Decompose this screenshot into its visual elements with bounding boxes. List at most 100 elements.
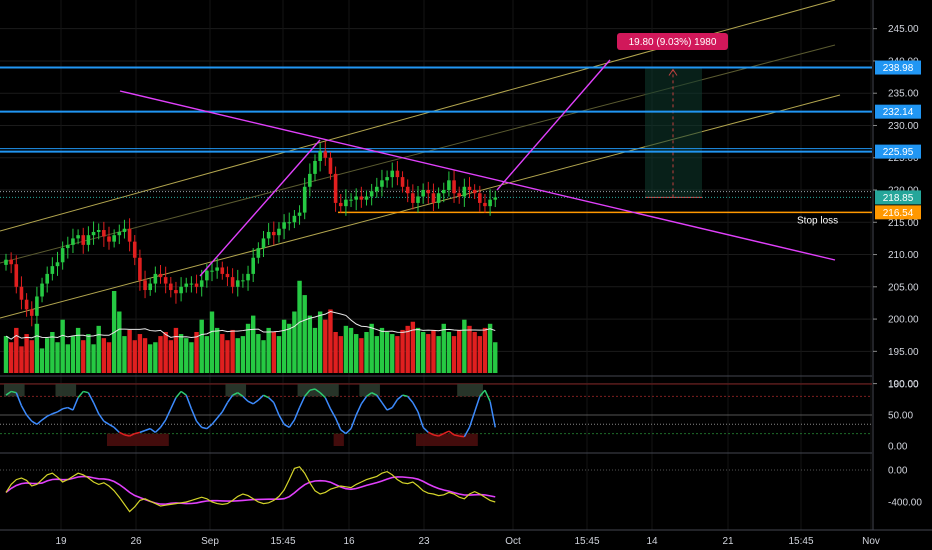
candle-body — [333, 173, 338, 203]
price-tag — [875, 144, 921, 159]
volume-bar — [302, 295, 307, 373]
volume-bar — [446, 332, 452, 373]
candle-body — [313, 160, 317, 174]
volume-bar — [410, 321, 416, 373]
candle-body — [91, 231, 96, 236]
x-tick-label: 16 — [343, 536, 355, 547]
volume-bar — [261, 340, 266, 373]
osc1-line — [154, 426, 162, 433]
candle-body — [179, 286, 183, 294]
volume-bar — [225, 340, 230, 373]
osc1-line — [345, 428, 352, 435]
stop-loss-label: Stop loss — [797, 215, 838, 226]
volume-bar — [400, 329, 405, 373]
candle-body — [174, 290, 178, 294]
osc1-line — [443, 430, 450, 435]
y-tick-label: 190.00 — [888, 379, 919, 390]
candle-body — [86, 235, 91, 245]
osc1-line — [144, 427, 151, 432]
osc1-line — [298, 396, 306, 408]
price-tag-label: 225.95 — [883, 147, 914, 158]
volume-bar — [451, 336, 457, 373]
osc1-line — [489, 401, 496, 428]
candle-body — [163, 277, 168, 284]
price-tag — [875, 104, 921, 119]
volume-bar — [163, 332, 168, 373]
overbought-zone — [55, 384, 77, 397]
osc1-tick-label: 100.00 — [888, 380, 919, 391]
osc1-line — [242, 395, 249, 402]
osc1-line — [427, 431, 434, 436]
volume-bar — [178, 334, 184, 373]
candle-body — [421, 190, 425, 197]
volume-bar — [60, 319, 65, 373]
candle-body — [338, 202, 343, 207]
osc1-line — [129, 432, 136, 437]
candle-body — [251, 257, 255, 274]
candle-body — [261, 238, 266, 249]
overbought-zone — [225, 384, 247, 397]
candle-body — [328, 157, 333, 174]
candle-body — [472, 190, 477, 194]
candle-body — [282, 222, 286, 229]
osc1-line — [72, 397, 79, 411]
osc1-line — [226, 394, 234, 404]
osc1-line — [46, 413, 53, 417]
candle-body — [488, 199, 492, 207]
osc1-line — [57, 408, 64, 413]
candle-body — [107, 236, 111, 242]
volume-bar — [199, 319, 204, 373]
volume-bar — [379, 327, 385, 373]
volume-bar — [256, 334, 261, 373]
candle-body — [158, 273, 163, 278]
volume-bar — [214, 327, 220, 373]
candle-body — [210, 270, 214, 272]
candle-body — [138, 257, 142, 281]
candle-body — [256, 248, 261, 258]
volume-bar — [132, 340, 137, 373]
osc1-line — [283, 423, 290, 429]
osc1-line — [263, 394, 269, 399]
osc1-line — [118, 431, 125, 436]
volume-bar — [29, 340, 34, 373]
volume-bar — [230, 329, 235, 373]
candle-body — [81, 235, 86, 245]
volume-bar — [292, 311, 297, 373]
osc2-tick-label: 0.00 — [888, 466, 908, 477]
measure-badge — [617, 33, 728, 50]
candle-body — [452, 180, 456, 194]
volume-bar — [281, 319, 287, 373]
candle-body — [457, 193, 461, 197]
overbought-zone — [297, 384, 339, 397]
volume-bar — [328, 309, 333, 373]
x-tick-label: Nov — [862, 536, 880, 547]
osc1-line — [201, 426, 208, 430]
projection-line — [496, 59, 611, 191]
price-tag-label: 218.85 — [883, 193, 914, 204]
osc1-line — [268, 397, 275, 404]
osc1-line — [211, 417, 218, 425]
volume-ma-line — [5, 310, 496, 340]
candle-body — [493, 197, 498, 200]
candle-body — [344, 199, 348, 207]
volume-bar — [338, 336, 343, 373]
osc1-line — [417, 411, 424, 428]
volume-bar — [436, 336, 441, 373]
candle-body — [225, 273, 230, 278]
osc1-line — [5, 390, 12, 396]
osc1-line — [453, 434, 460, 437]
candle-body — [230, 277, 235, 287]
volume-bar — [354, 334, 359, 373]
osc1-line — [402, 394, 408, 398]
x-tick-label: Oct — [505, 536, 521, 547]
candle-body — [431, 193, 436, 203]
volume-bar — [245, 323, 251, 373]
candle-body — [359, 196, 364, 200]
osc1-line — [324, 397, 332, 410]
candle-body — [308, 173, 312, 187]
y-tick-label: 225.00 — [888, 153, 919, 164]
osc1-line — [87, 392, 95, 403]
candle-body — [19, 286, 24, 300]
osc1-line — [309, 388, 316, 391]
